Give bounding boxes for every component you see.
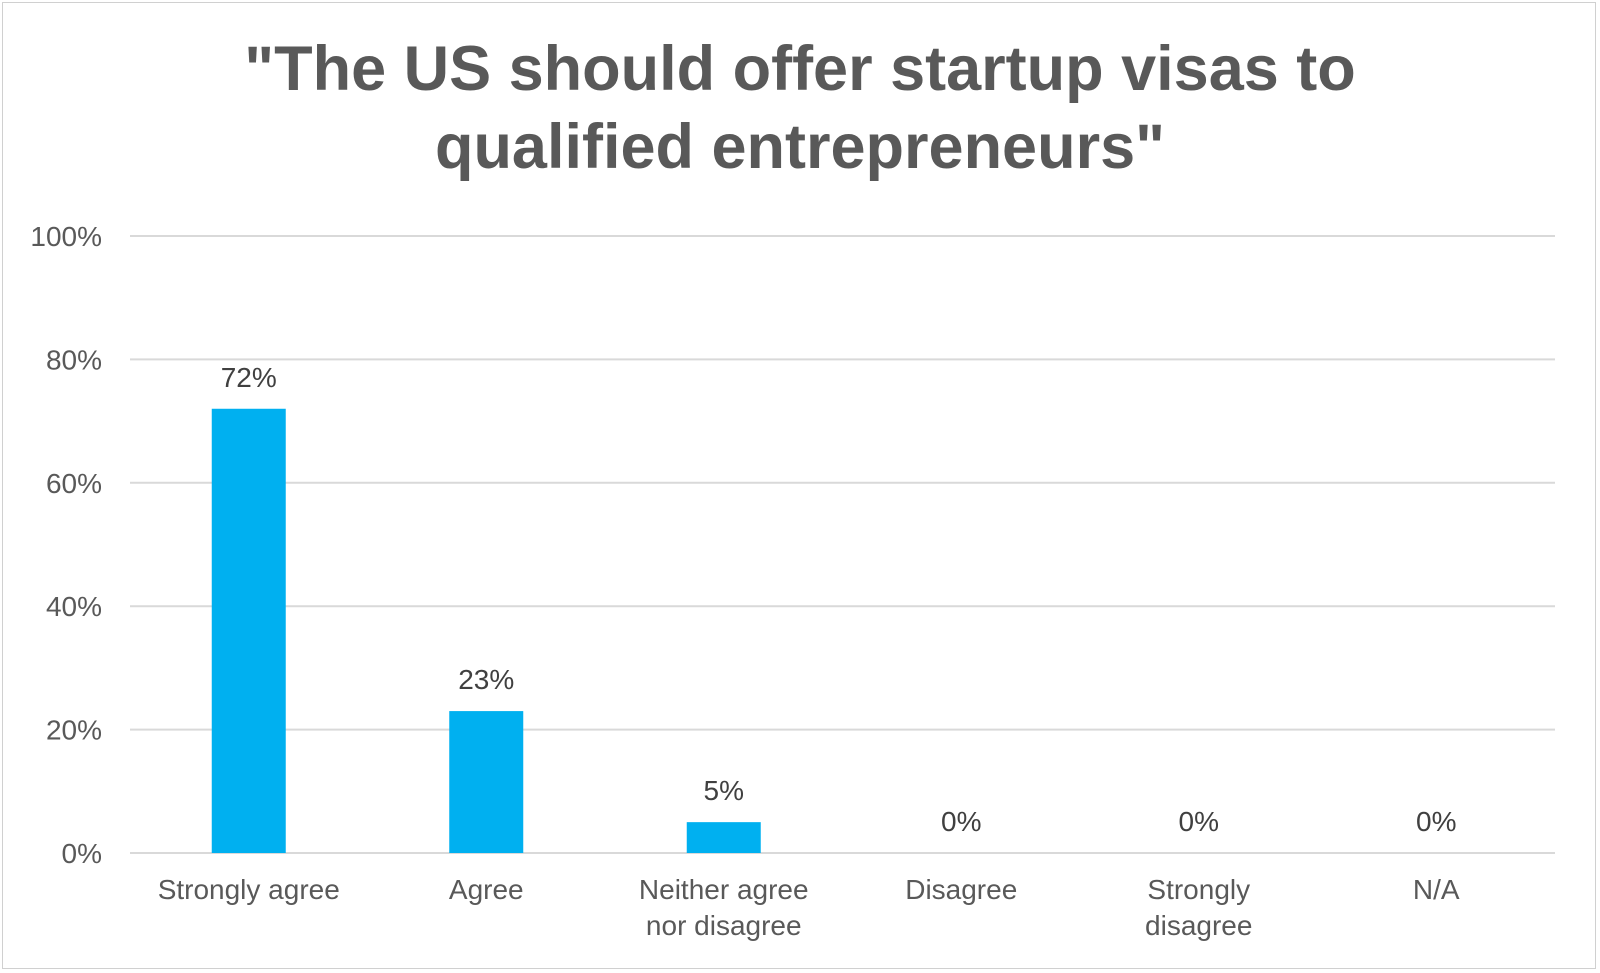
- chart-title-line-2: qualified entrepreneurs": [434, 112, 1166, 182]
- category-label-line: Strongly agree: [158, 874, 340, 905]
- data-label: 72%: [221, 362, 277, 393]
- chart-title: "The US should offer startup visas to qu…: [0, 30, 1600, 186]
- chart-title-line-1: "The US should offer startup visas to: [244, 34, 1356, 104]
- category-label: N/A: [1413, 874, 1460, 905]
- data-label: 0%: [941, 806, 981, 837]
- category-label-line: N/A: [1413, 874, 1460, 905]
- category-label-line: nor disagree: [646, 910, 802, 941]
- bar: [211, 408, 286, 853]
- y-tick-label: 80%: [46, 344, 102, 375]
- y-tick-label: 100%: [30, 221, 102, 252]
- category-label: Strongly disagree: [1145, 874, 1252, 941]
- data-label: 5%: [704, 775, 744, 806]
- category-label-line: Neither agree: [639, 874, 809, 905]
- category-label-line: Agree: [449, 874, 524, 905]
- category-label: Strongly agree: [158, 874, 340, 905]
- category-label-line: disagree: [1145, 910, 1252, 941]
- data-label: 23%: [458, 664, 514, 695]
- category-label: Agree: [449, 874, 524, 905]
- category-label: Disagree: [905, 874, 1017, 905]
- bar: [686, 822, 761, 853]
- data-label: 0%: [1416, 806, 1456, 837]
- data-label: 0%: [1179, 806, 1219, 837]
- category-label-line: Disagree: [905, 874, 1017, 905]
- y-tick-label: 0%: [62, 838, 102, 869]
- y-tick-label: 40%: [46, 591, 102, 622]
- category-label: Neither agree nor disagree: [639, 874, 809, 941]
- y-tick-label: 60%: [46, 468, 102, 499]
- y-tick-label: 20%: [46, 715, 102, 746]
- bar: [449, 711, 524, 853]
- category-label-line: Strongly: [1147, 874, 1250, 905]
